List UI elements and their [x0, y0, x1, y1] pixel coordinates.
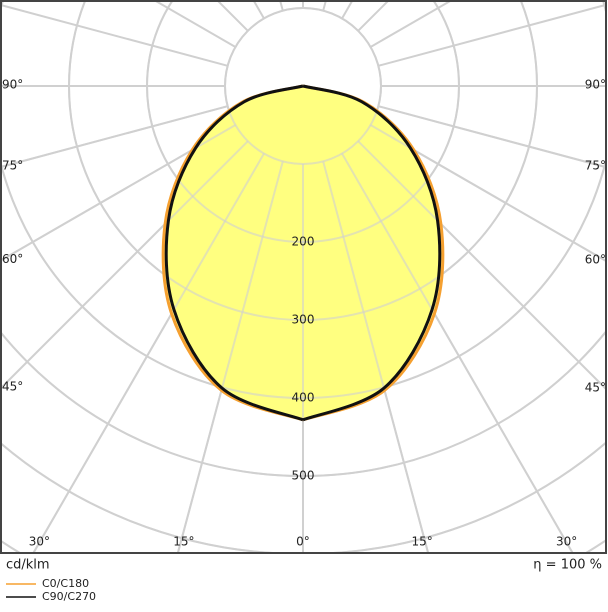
grid-spoke-overlay: [357, 140, 606, 391]
r-tick-label: 200: [292, 235, 315, 249]
unit-label: cd/klm: [6, 558, 50, 573]
grid-spoke: [357, 1, 390, 32]
r-tick-label: 300: [292, 313, 315, 327]
angle-tick-label: 30°: [556, 535, 577, 549]
grid-spoke-overlay: [1, 124, 236, 262]
angle-tick-label: 45°: [2, 380, 23, 394]
area-fill: [166, 86, 303, 420]
grid-spoke: [153, 1, 236, 48]
area-fill: [303, 86, 440, 420]
grid-spoke-overlay: [32, 153, 265, 553]
grid-spoke: [252, 1, 265, 19]
legend-label: C90/C270: [42, 590, 96, 603]
angle-tick-label: 75°: [2, 158, 23, 172]
angle-tick-label: 60°: [585, 252, 606, 266]
r-tick-label: 400: [292, 391, 315, 405]
angle-tick-label: 0°: [296, 535, 310, 549]
series-line: [164, 84, 304, 422]
grid-spoke-overlay: [378, 105, 606, 169]
angle-tick-label: 75°: [585, 159, 606, 173]
angle-tick-label: 90°: [2, 78, 23, 92]
grid-spoke-overlay: [370, 124, 606, 263]
r-tick-label: 500: [292, 469, 315, 483]
grid-spoke: [370, 1, 453, 48]
grid-spoke: [341, 1, 354, 19]
angle-tick-label: 30°: [29, 535, 50, 549]
grid-spoke-overlay: [1, 140, 249, 390]
angle-tick-label: 15°: [411, 535, 432, 549]
grid-spoke: [1, 4, 228, 67]
angle-tick-label: 15°: [173, 535, 194, 549]
grid-spoke: [378, 3, 606, 67]
grid-spoke-overlay: [341, 153, 574, 553]
efficiency-label: η = 100 %: [533, 558, 602, 573]
series-line: [302, 84, 442, 422]
frame: [0, 0, 607, 554]
labels: 200 300 400 500 90° 75° 60° 45° 30° 15° 0° 15° 30° 45…: [2, 78, 606, 549]
legend-label: C0/C180: [42, 577, 89, 590]
angle-tick-label: 45°: [585, 381, 606, 395]
angle-tick-label: 60°: [2, 252, 23, 266]
angle-tick-label: 90°: [585, 78, 606, 92]
